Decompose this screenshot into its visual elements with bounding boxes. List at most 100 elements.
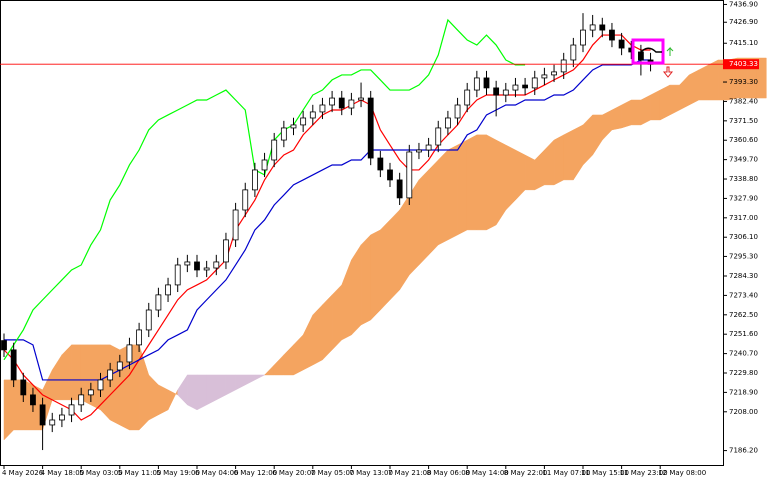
cloud-segment [351,244,362,336]
y-tick-label: 7306.10 [729,233,758,241]
x-tick-label: 11 May 15:00 [581,469,629,477]
candle-body [271,139,278,161]
cloud-segment [621,99,632,129]
candle-body [387,169,393,181]
candle-body [165,284,171,296]
down-arrow [662,66,674,78]
candle-body [309,111,316,119]
candle-body [531,77,538,89]
candle-body [155,294,162,311]
current-price-tag [723,59,759,70]
candle-body [49,419,56,426]
candle-body [560,59,567,73]
cloud-segment [399,194,410,291]
cloud-segment [109,344,121,426]
cloud-segment [370,229,381,321]
candle-body [348,99,355,109]
candle-body [184,261,191,266]
y-tick-label: 7208.00 [729,408,758,416]
indicator-line [3,34,651,421]
candle-body [522,84,528,89]
candle-body [136,329,143,346]
y-tick-label: 7229.80 [729,369,758,377]
y-tick-label: 7186.20 [729,447,758,455]
cloud-segment [206,374,217,406]
candle-body [406,151,413,199]
cloud-segment [476,134,487,231]
candle-body [194,261,200,271]
candle-body [551,71,557,76]
up-arrow [666,46,674,56]
cloud-segment [428,159,439,256]
candle-body [87,389,94,396]
candle-body [396,179,403,199]
candle-body [319,104,326,113]
cloud-segment [438,149,449,246]
candles [1,13,654,451]
cloud-segment [756,57,767,99]
candle-body [280,127,287,141]
cloud-segment [631,99,642,126]
candle-body [1,340,7,351]
y-tick-label: 7317.00 [729,214,758,222]
y-tick-label: 7426.90 [729,18,758,26]
current-price-label: 7403.33 [729,60,758,68]
y-tick-label: 7338.80 [729,175,758,183]
x-tick-label: 8 May 06:00 [427,469,471,477]
candle-body [638,51,644,61]
highlight-box [631,38,665,65]
x-tick-label: 6 May 20:00 [272,469,316,477]
cloud-segment [3,379,14,441]
candle-body [473,77,480,91]
candle-body [435,127,442,146]
cloud-segment [447,144,458,241]
cloud-segment [254,374,265,381]
candle-body [493,87,500,96]
candle-body [580,29,586,46]
candle-body [502,89,509,96]
cloud [3,57,767,441]
y-tick-label: 7360.60 [729,136,758,144]
candle-body [290,124,297,129]
x-tick-label: 8 May 14:00 [465,469,509,477]
cloud-segment [466,134,478,231]
cloud-segment [360,234,371,326]
cloud-segment [196,374,207,411]
y-tick-label: 7371.50 [729,117,758,125]
cloud-segment [708,59,719,101]
candle-body [116,361,123,371]
candle-body [300,117,307,126]
candle-body [377,157,384,171]
candle-body [145,309,152,331]
cloud-segment [688,69,700,106]
cloud-segment [187,374,198,411]
cloud-segment [505,144,516,211]
y-tick-label: 7273.40 [729,291,758,299]
candle-body [203,267,210,271]
candle-body [174,264,181,286]
cloud-segment [669,84,680,116]
x-tick-label: 5 May 03:00 [79,469,123,477]
candle-body [416,149,422,153]
y-tick-label: 7436.90 [729,0,758,8]
candle-body [78,394,85,406]
candle-body [338,97,345,109]
candle-body [126,344,133,363]
candle-body [97,379,104,391]
x-tick-label: 5 May 19:00 [156,469,200,477]
candle-body [454,104,461,119]
candle-body [251,169,258,191]
cloud-segment [659,84,671,121]
cloud-segment [524,154,535,191]
candle-body [329,97,336,106]
candle-body [444,117,451,129]
x-tick-label: 11 May 07:00 [542,469,590,477]
candle-body [589,24,596,31]
candle-body [30,394,36,406]
cloud-segment [331,284,342,351]
candle-body [39,404,46,426]
candle-body [213,261,220,269]
candle-body [570,44,577,61]
